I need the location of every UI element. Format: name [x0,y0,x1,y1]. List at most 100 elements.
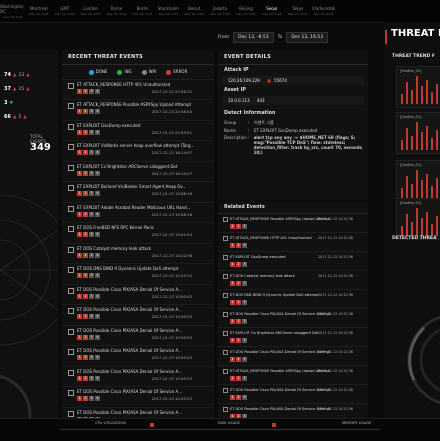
attack-ip-row: 120.26.109.229 ■ 55674 [222,76,364,85]
severity-chip: 4 [95,170,100,176]
related-event-row[interactable]: ET ATTACK_RESPONSE Possible ASPXSpy Uplo… [218,214,368,233]
event-row[interactable]: ET DOS Possible Cisco PIX/ASA Denial Of … [62,285,214,305]
clock-9: Beijing Dec 14, 5:03 [233,0,259,22]
event-type-icon [223,369,228,374]
severity-chip: 4 [95,293,100,299]
event-row[interactable]: ET DOS Possible Cisco PIX/ASA Denial Of … [62,387,214,408]
trend-row: 74 ▲ 13 ▲ [4,68,58,82]
related-event-row[interactable]: ET DOS Catalyst memory leak attack 2017-1… [218,271,368,290]
event-row[interactable]: ET DOS FreeBSD NFS RPC Kernel Panic 1 2 3 4 2… [62,223,214,244]
event-name: ET DOS Possible Cisco PIX/ASA Denial Of … [77,286,182,292]
event-row[interactable]: ET EXPLOIT VxWorks server heap overflow … [62,141,214,162]
event-type-icon [223,255,228,260]
related-event-timestamp: 2017-12-13 14:22:36 [318,407,354,411]
related-event-row[interactable]: ET EXPLOIT GsoDump executed 2017-12-13 14… [218,252,368,271]
severity-chip: 3 [89,211,94,217]
event-row[interactable]: ET EXPLOIT Adobe Acrobat Reader Maliciou… [62,203,214,223]
severity-chip: 1 [77,252,82,258]
trend-arrow-icon: ▲ [12,114,17,120]
legend-label: ING [124,69,132,74]
event-row[interactable]: ET ATTACK_RESPONSE Possible ASPXSpy Uplo… [62,100,214,121]
severity-chip: 1 [77,88,82,94]
clock-city: Beirut [188,6,201,11]
event-timestamp: 2017-12-13 18:14:07 [151,150,192,155]
related-event-row[interactable]: ET DOS Possible Cisco PIX/ASA Denial Of … [218,385,368,404]
severity-chip: 3 [242,224,247,229]
severity-chip: 1 [230,281,235,286]
severity-chip: 2 [83,355,88,360]
event-row[interactable]: ET EXPLOIT GsoDump executed 1 2 3 4 2017-12-1… [62,121,214,141]
severity-chip: 4 [95,232,100,237]
severity-chip: 3 [89,88,94,94]
severity-chip: 2 [83,252,88,258]
related-title: Related Events [218,202,368,214]
event-row[interactable]: ET DOS Possible Cisco PIX/ASA Denial Of … [62,367,214,387]
event-name: ET DOS Possible Cisco PIX/ASA Denial Of … [77,389,182,394]
event-type-icon [68,82,74,89]
severity-chip: 3 [242,357,247,362]
event-type-icon [223,388,228,393]
severity-chip: 2 [236,243,241,248]
severity-chip: 3 [89,129,94,135]
severity-chip: 4 [95,355,100,360]
trend-bar [401,140,403,150]
to-label: To [277,34,283,40]
event-row[interactable]: ET DOS Possible Cisco PIX/ASA Denial Of … [62,326,214,346]
to-date-input[interactable]: Dec 13, 16:53 [286,31,329,43]
severity-chip: 3 [242,281,247,286]
severity-chip: 2 [83,211,88,217]
severity-chip: 1 [230,300,235,305]
detect-info-label: Detect Information [224,111,276,116]
group-row: Group: 이벤트 그룹 [224,120,274,125]
event-timestamp: 2017-12-13 10:50:53 [151,334,192,340]
trend-row: 3 ▼ [4,96,58,110]
threat-trend-label: THREAT TREND F [392,54,435,59]
trend-bar [426,126,428,150]
mini-chart-label: [Seattle_01] [400,163,422,167]
event-meta: 1 2 3 4 2017-12-13 15:02:54 [77,232,210,237]
event-row[interactable]: ET DOS Possible Cisco PIX/ASA Denial Of … [62,305,214,326]
event-list: ET ATTACK_RESPONSE HTTP 401 Unauthorized… [62,80,214,428]
severity-chip: 4 [95,396,100,401]
mini-chart-label: [Seattle_01] [400,115,422,119]
clock-date: Dec 14, 5:03 [29,12,49,16]
asset-ip-row: 10.0.0.113 443 [222,96,364,105]
event-row[interactable]: ET EXPLOIT Borland VisiBroker Smart Agen… [62,182,214,203]
event-row[interactable]: ET EXPLOIT Cs Brightstor ARCServe calogg… [62,162,214,182]
related-event-row[interactable]: ET DOS Possible Cisco PIX/ASA Denial Of … [218,309,368,328]
trend-bar [411,136,413,150]
event-name: ET EXPLOIT Adobe Acrobat Reader Maliciou… [77,204,191,210]
event-row[interactable]: ET DOS Possible Cisco PIX/ASA Denial Of … [62,346,214,367]
event-row[interactable]: ET DOS Catalyst memory leak attack 1 2 3 4 20… [62,244,214,264]
related-event-row[interactable]: ET EXPLOIT Ca Brightstor ARCServe calogg… [218,328,368,347]
trend-bar [426,80,428,104]
event-row[interactable]: ET DOS DNS BIND 9 Dynamic Update DoS att… [62,264,214,285]
severity-chip: 3 [89,232,94,237]
severity-chip: 1 [230,319,235,324]
related-event-list: ET ATTACK_RESPONSE Possible ASPXSpy Uplo… [218,214,368,423]
asset-ip-label: Asset IP [224,88,246,93]
related-event-row[interactable]: ET ATTACK_RESPONSE Possible ASPXSpy Uplo… [218,366,368,385]
severity-chip: 2 [83,88,88,94]
trend-row: 66 ▲ 5 ▲ [4,110,58,124]
related-event-row[interactable]: ET ATTACK_RESPONSE HTTP 401 Unauthorized… [218,233,368,252]
legend-item: DONE [88,69,107,75]
recent-threat-events-panel: RECENT THREAT EVENTS DONE ING WAI ERROR ET … [62,50,214,430]
event-name: ET EXPLOIT Borland VisiBroker Smart Agen… [77,184,187,189]
clock-city: Beijing [239,6,253,11]
related-event-row[interactable]: ET DOS DNS BIND 9 Dynamic Update DoS att… [218,290,368,309]
clock-date: Dec 14, 5:03 [184,12,204,16]
severity-chip: 1 [77,150,82,155]
severity-chip: 1 [77,232,82,237]
clock-2: GMT Dec 14, 5:03 [52,0,78,22]
related-event-row[interactable]: ET DOS Possible Cisco PIX/ASA Denial Of … [218,347,368,366]
attack-port-value: 55674 [274,78,287,83]
event-row[interactable]: ET ATTACK_RESPONSE HTTP 401 Unauthorized… [62,80,214,100]
from-date-input[interactable]: Dec 13, -8:53 [233,31,274,43]
event-type-icon [68,185,74,191]
trend-bar [401,188,403,198]
trend-value: 66 [4,114,11,120]
detected-threats-gauge [407,315,440,405]
severity-chip: 1 [77,211,82,217]
event-type-icon [68,369,74,376]
